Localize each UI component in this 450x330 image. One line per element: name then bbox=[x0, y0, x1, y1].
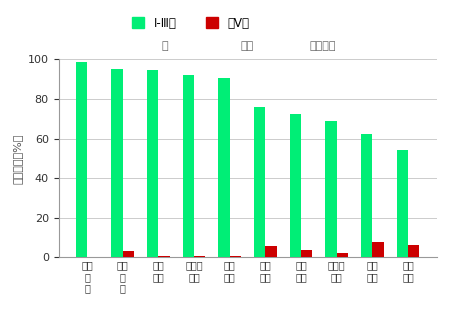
Bar bbox=[123, 251, 134, 257]
Bar bbox=[361, 134, 372, 257]
Bar bbox=[301, 250, 312, 257]
Bar bbox=[76, 62, 87, 257]
Y-axis label: 断面比例（%）: 断面比例（%） bbox=[12, 133, 22, 183]
Bar bbox=[396, 150, 408, 257]
Text: 优: 优 bbox=[161, 42, 168, 51]
Bar bbox=[194, 256, 206, 257]
Bar bbox=[230, 256, 241, 257]
Bar bbox=[254, 107, 266, 257]
Bar bbox=[408, 245, 419, 257]
Bar bbox=[372, 242, 384, 257]
Text: 良好: 良好 bbox=[241, 42, 254, 51]
Bar bbox=[325, 121, 337, 257]
Text: 轻度污染: 轻度污染 bbox=[310, 42, 336, 51]
Bar bbox=[183, 75, 194, 257]
Bar bbox=[111, 69, 123, 257]
Bar bbox=[158, 256, 170, 257]
Bar bbox=[218, 78, 230, 257]
Bar bbox=[289, 114, 301, 257]
Bar bbox=[147, 70, 158, 257]
Bar bbox=[266, 246, 277, 257]
Legend: I-Ⅲ类, 劣V类: I-Ⅲ类, 劣V类 bbox=[132, 17, 249, 30]
Bar bbox=[337, 253, 348, 257]
